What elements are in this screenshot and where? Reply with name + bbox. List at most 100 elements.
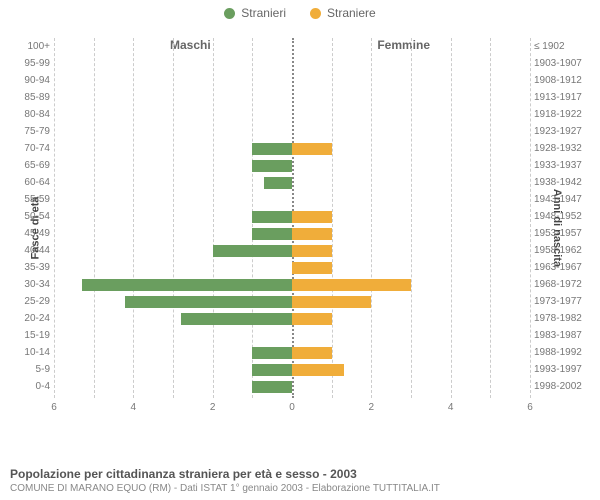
bar-female [292,313,332,325]
chart-row: 65-691933-1937 [54,157,530,174]
bar-male [252,160,292,172]
age-label: 5-9 [12,364,50,375]
birth-label: ≤ 1902 [534,41,592,52]
chart-row: 20-241978-1982 [54,310,530,327]
chart-row: 0-41998-2002 [54,378,530,395]
bar-male [125,296,292,308]
age-label: 70-74 [12,143,50,154]
chart-row: 40-441958-1962 [54,242,530,259]
birth-label: 1973-1977 [534,296,592,307]
age-label: 60-64 [12,177,50,188]
footer-sub: COMUNE DI MARANO EQUO (RM) - Dati ISTAT … [10,483,590,494]
chart-row: 5-91993-1997 [54,361,530,378]
age-label: 20-24 [12,313,50,324]
bar-male [181,313,292,325]
age-label: 25-29 [12,296,50,307]
x-tick: 0 [289,402,295,413]
bar-female [292,347,332,359]
age-label: 30-34 [12,279,50,290]
birth-label: 1943-1947 [534,194,592,205]
bar-female [292,279,411,291]
chart-row: 75-791923-1927 [54,123,530,140]
gridline [530,38,531,398]
swatch-female [310,8,321,19]
chart-row: 30-341968-1972 [54,276,530,293]
bar-female [292,296,371,308]
age-label: 0-4 [12,381,50,392]
chart-row: 25-291973-1977 [54,293,530,310]
age-label: 45-49 [12,228,50,239]
footer-title: Popolazione per cittadinanza straniera p… [10,467,590,481]
x-tick: 2 [210,402,216,413]
age-label: 15-19 [12,330,50,341]
birth-label: 1998-2002 [534,381,592,392]
age-label: 50-54 [12,211,50,222]
age-label: 55-59 [12,194,50,205]
age-label: 35-39 [12,262,50,273]
bar-male [82,279,292,291]
x-axis: 6 4 2 0 2 4 6 [54,398,530,418]
birth-label: 1958-1962 [534,245,592,256]
chart-row: 95-991903-1907 [54,55,530,72]
age-label: 80-84 [12,109,50,120]
chart-row: 90-941908-1912 [54,72,530,89]
legend-label-female: Straniere [327,6,376,20]
age-label: 100+ [12,41,50,52]
birth-label: 1953-1957 [534,228,592,239]
birth-label: 1988-1992 [534,347,592,358]
birth-label: 1968-1972 [534,279,592,290]
x-tick: 6 [51,402,57,413]
legend-item-male: Stranieri [224,6,286,20]
age-label: 75-79 [12,126,50,137]
chart-row: 15-191983-1987 [54,327,530,344]
birth-label: 1978-1982 [534,313,592,324]
bar-male [252,364,292,376]
age-label: 90-94 [12,75,50,86]
birth-label: 1928-1932 [534,143,592,154]
birth-label: 1918-1922 [534,109,592,120]
chart-row: 50-541948-1952 [54,208,530,225]
chart-row: 70-741928-1932 [54,140,530,157]
birth-label: 1903-1907 [534,58,592,69]
chart-row: 60-641938-1942 [54,174,530,191]
footer: Popolazione per cittadinanza straniera p… [10,467,590,494]
chart-row: 10-141988-1992 [54,344,530,361]
x-tick: 4 [131,402,137,413]
x-tick: 2 [369,402,375,413]
chart-row: 100+≤ 1902 [54,38,530,55]
x-tick: 4 [448,402,454,413]
bar-female [292,262,332,274]
bar-male [213,245,292,257]
birth-label: 1908-1912 [534,75,592,86]
bar-female [292,228,332,240]
age-label: 65-69 [12,160,50,171]
legend-label-male: Stranieri [241,6,286,20]
swatch-male [224,8,235,19]
chart-row: 85-891913-1917 [54,89,530,106]
bar-female [292,364,344,376]
bar-male [252,211,292,223]
rows: 100+≤ 190295-991903-190790-941908-191285… [54,38,530,398]
bar-male [252,143,292,155]
bar-female [292,143,332,155]
bar-male [252,228,292,240]
legend-item-female: Straniere [310,6,376,20]
chart-row: 55-591943-1947 [54,191,530,208]
birth-label: 1913-1917 [534,92,592,103]
legend: Stranieri Straniere [0,0,600,20]
chart-row: 80-841918-1922 [54,106,530,123]
bar-male [252,381,292,393]
age-label: 95-99 [12,58,50,69]
chart: Maschi Femmine Fasce di età Anni di nasc… [0,38,600,418]
age-label: 40-44 [12,245,50,256]
birth-label: 1938-1942 [534,177,592,188]
birth-label: 1963-1967 [534,262,592,273]
bar-male [264,177,292,189]
bar-female [292,245,332,257]
plot-area: 100+≤ 190295-991903-190790-941908-191285… [54,38,530,418]
x-tick: 6 [527,402,533,413]
bar-male [252,347,292,359]
chart-row: 35-391963-1967 [54,259,530,276]
chart-row: 45-491953-1957 [54,225,530,242]
age-label: 10-14 [12,347,50,358]
